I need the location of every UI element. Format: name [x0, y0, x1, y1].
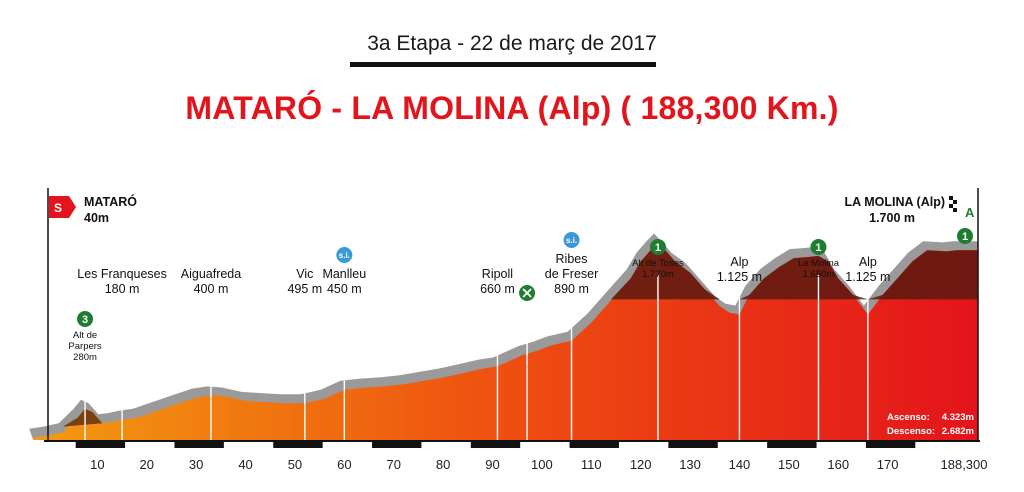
- finish-flag-label: A: [965, 205, 975, 220]
- x-tick-label: 100: [531, 457, 553, 472]
- location-altitude: 180 m: [105, 282, 140, 296]
- climb-category-icon: [77, 311, 94, 327]
- location-name: Ribes: [556, 252, 588, 266]
- climb-category-label: 1: [655, 242, 661, 254]
- x-tick-label: 30: [189, 457, 203, 472]
- axis-segment: [865, 441, 916, 448]
- finish-flag-icon: [953, 204, 957, 208]
- finish-flag-icon: [953, 196, 957, 200]
- feed-zone-cross: [522, 288, 532, 298]
- profile-area: [33, 242, 978, 440]
- location-name: Alp: [859, 255, 877, 269]
- axis-segment: [75, 441, 126, 448]
- descent-value: 2.682m: [942, 426, 974, 437]
- stage-title: 3a Etapa - 22 de març de 2017: [367, 32, 657, 55]
- location-name: Les Franqueses: [77, 267, 167, 281]
- location-altitude: 890 m: [554, 282, 589, 296]
- finish-flag-icon: [949, 204, 953, 208]
- x-tick-label: 150: [778, 457, 800, 472]
- climb-category-label: 1: [815, 242, 821, 254]
- sprint-badge-label: s.i.: [566, 236, 577, 245]
- finish-flag-icon: [949, 208, 953, 212]
- start-flag-label: S: [54, 201, 62, 215]
- climb-category-icon: [810, 239, 827, 255]
- location-name: Alp: [730, 255, 748, 269]
- location-name: Parpers: [68, 341, 102, 352]
- first-climb-band: [62, 408, 103, 427]
- ascent-label: Ascenso:: [887, 412, 930, 423]
- location-name: Ripoll: [482, 267, 513, 281]
- x-tick-label: 160: [827, 457, 849, 472]
- x-tick-label: 170: [877, 457, 899, 472]
- finish-flag-icon: [953, 200, 957, 204]
- x-tick-label: 90: [485, 457, 499, 472]
- ascent-value: 4.323m: [942, 412, 974, 423]
- x-tick-label: 120: [630, 457, 652, 472]
- start-flag-tip: [69, 196, 76, 218]
- axis-segment: [470, 441, 521, 448]
- location-altitude: 280m: [73, 352, 97, 363]
- sprint-badge-icon: [336, 247, 353, 263]
- location-name: Aiguafreda: [181, 267, 242, 281]
- axis-segment: [273, 441, 323, 448]
- axis-segment: [668, 441, 718, 448]
- location-name: de Freser: [545, 267, 599, 281]
- x-tick-label: 110: [581, 457, 602, 472]
- start-altitude: 40m: [84, 211, 109, 225]
- location-name: Manlleu: [322, 267, 366, 281]
- location-altitude: 660 m: [480, 282, 515, 296]
- start-name: MATARÓ: [84, 194, 137, 209]
- axis-segment: [372, 441, 422, 448]
- finish-altitude: 1.700 m: [869, 211, 915, 225]
- location-altitude: 450 m: [327, 282, 362, 296]
- finish-climb-icon: [957, 228, 973, 244]
- location-altitude: 495 m: [287, 282, 322, 296]
- x-tick-label-end: 188,300: [941, 457, 988, 472]
- location-altitude: 1.770m: [642, 269, 674, 280]
- x-tick-label: 140: [729, 457, 751, 472]
- sprint-badge-icon: [563, 232, 580, 248]
- title-underline: [350, 62, 656, 67]
- axis-segment: [569, 441, 619, 448]
- finish-flag-icon: [953, 208, 957, 212]
- x-tick-label: 20: [140, 457, 154, 472]
- location-altitude: 400 m: [194, 282, 229, 296]
- finish-name: LA MOLINA (Alp): [845, 195, 945, 209]
- finish-climb-label: 1: [962, 231, 968, 243]
- climb-category-label: 3: [82, 314, 88, 326]
- climb-category-icon: [649, 239, 666, 255]
- start-flag-icon: [49, 196, 69, 218]
- x-tick-label: 60: [337, 457, 351, 472]
- location-name: Alt de Toses: [632, 258, 684, 269]
- location-name: Alt de: [73, 330, 97, 341]
- x-tick-label: 50: [288, 457, 302, 472]
- location-altitude: 1.125 m: [845, 270, 890, 284]
- route-title: MATARÓ - LA MOLINA (Alp) ( 188,300 Km.): [185, 90, 839, 126]
- axis-segment: [767, 441, 817, 448]
- axis-segment: [174, 441, 224, 448]
- location-name: La Molina: [798, 258, 840, 269]
- finish-flag-icon: [949, 200, 953, 204]
- finish-flag-icon: [949, 196, 953, 200]
- x-tick-label: 70: [386, 457, 400, 472]
- sprint-badge-label: s.i.: [339, 251, 350, 260]
- descent-label: Descenso:: [887, 426, 935, 437]
- x-tick-label: 10: [90, 457, 104, 472]
- climb-band: [571, 242, 978, 300]
- x-tick-label: 80: [436, 457, 450, 472]
- location-altitude: 1.125 m: [717, 270, 762, 284]
- location-name: Vic: [296, 267, 313, 281]
- x-tick-label: 40: [238, 457, 252, 472]
- x-tick-label: 130: [679, 457, 701, 472]
- location-altitude: 1.650m: [803, 269, 835, 280]
